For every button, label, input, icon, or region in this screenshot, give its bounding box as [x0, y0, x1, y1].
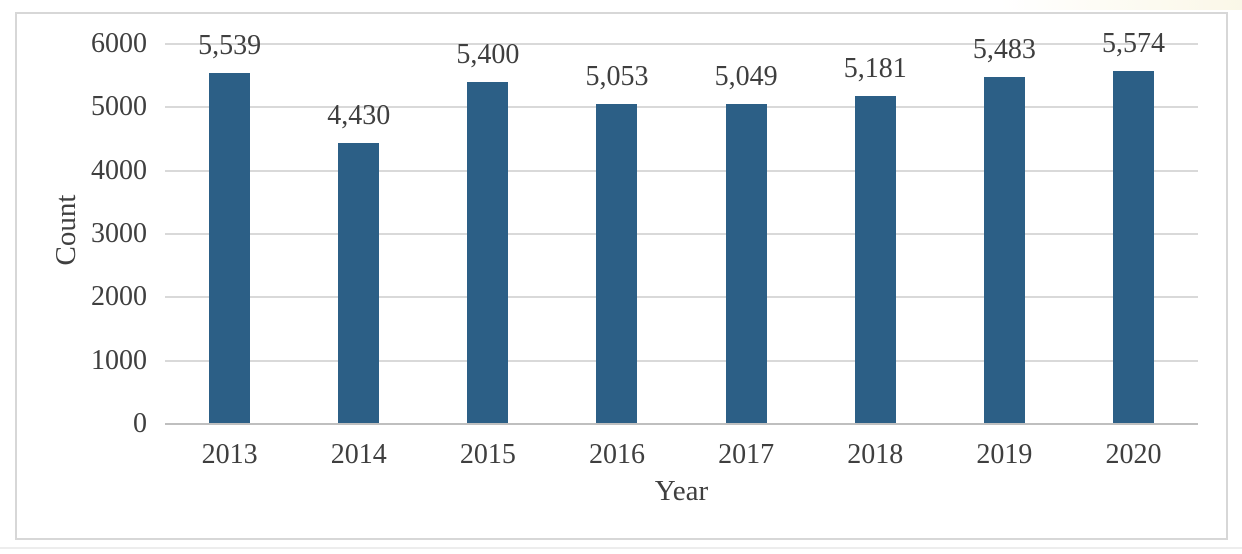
- page-top-highlight: [1000, 0, 1242, 10]
- data-label-2018: 5,181: [843, 52, 907, 84]
- data-label-2017: 5,049: [714, 61, 778, 93]
- x-tick-2016: 2016: [588, 439, 645, 470]
- x-axis-title: Year: [654, 475, 709, 507]
- x-tick-2018: 2018: [847, 439, 904, 470]
- y-tick-0: 0: [133, 408, 147, 439]
- data-label-2014: 4,430: [327, 100, 391, 132]
- bar-2020: [1112, 70, 1154, 424]
- page-bottom-edge: [0, 547, 1242, 549]
- y-tick-6000: 6000: [91, 28, 147, 59]
- bar-2013: [209, 73, 251, 424]
- y-tick-4000: 4000: [91, 154, 147, 186]
- x-tick-2015: 2015: [459, 439, 516, 470]
- gridline-1000: [165, 359, 1198, 362]
- y-tick-3000: 3000: [91, 218, 147, 249]
- y-tick-1000: 1000: [91, 344, 147, 376]
- gridline-6000: [165, 43, 1198, 45]
- data-label-2016: 5,053: [585, 60, 649, 92]
- bar-2017: [725, 104, 767, 424]
- gridline-3000: [165, 233, 1198, 235]
- gridline-2000: [165, 296, 1198, 299]
- bar-2015: [467, 82, 509, 424]
- data-label-2019: 5,483: [972, 33, 1036, 65]
- x-axis-line: [165, 423, 1198, 425]
- x-tick-2014: 2014: [330, 439, 387, 470]
- bar-2014: [338, 143, 380, 424]
- bar-chart-frame: 0 1000 2000 3000 4000 5000 6000 5,539 2013 4,430 2…: [15, 12, 1228, 540]
- gridline-4000: [165, 169, 1198, 172]
- x-tick-2020: 2020: [1105, 439, 1162, 470]
- x-tick-2017: 2017: [718, 439, 775, 470]
- bar-2018: [854, 95, 896, 424]
- x-tick-2019: 2019: [976, 439, 1033, 470]
- data-label-2013: 5,539: [198, 30, 262, 62]
- bar-2019: [983, 76, 1025, 424]
- y-tick-5000: 5000: [91, 91, 147, 123]
- y-tick-2000: 2000: [91, 281, 147, 313]
- gridline-5000: [165, 106, 1198, 109]
- bar-2016: [596, 103, 638, 424]
- data-label-2020: 5,574: [1101, 27, 1165, 59]
- x-tick-2013: 2013: [201, 439, 258, 470]
- data-label-2015: 5,400: [456, 39, 520, 70]
